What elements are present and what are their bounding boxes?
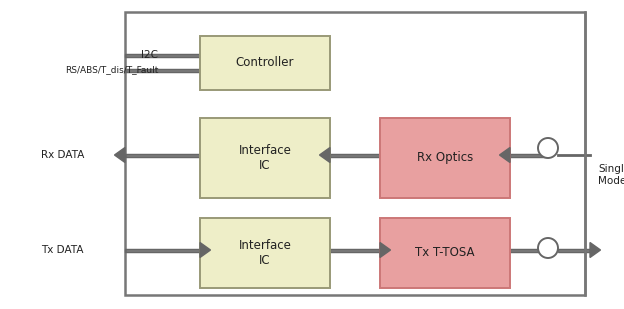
- Polygon shape: [510, 248, 548, 252]
- Text: Tx DATA: Tx DATA: [42, 245, 84, 255]
- Circle shape: [538, 238, 558, 258]
- Text: RS/ABS/T_dis/T_Fault: RS/ABS/T_dis/T_Fault: [65, 66, 158, 74]
- Polygon shape: [590, 243, 600, 257]
- Polygon shape: [380, 243, 391, 257]
- Polygon shape: [558, 248, 590, 252]
- Bar: [200, 218, 330, 288]
- Bar: [380, 218, 510, 288]
- Text: Controller: Controller: [236, 57, 295, 70]
- Circle shape: [538, 138, 558, 158]
- Polygon shape: [125, 154, 200, 156]
- Bar: [125, 12, 585, 295]
- Polygon shape: [499, 147, 510, 163]
- Text: Tx T-TOSA: Tx T-TOSA: [415, 247, 475, 260]
- Text: I2C: I2C: [141, 50, 158, 60]
- Bar: [200, 118, 330, 198]
- Polygon shape: [114, 147, 125, 163]
- Polygon shape: [548, 243, 558, 257]
- Polygon shape: [125, 69, 200, 71]
- Text: Interface
IC: Interface IC: [238, 239, 291, 267]
- Polygon shape: [330, 248, 380, 252]
- Polygon shape: [510, 154, 548, 156]
- Polygon shape: [330, 154, 380, 156]
- Bar: [380, 118, 510, 198]
- Polygon shape: [125, 248, 200, 252]
- Text: Single
Mode Fiber: Single Mode Fiber: [598, 164, 624, 186]
- Text: Interface
IC: Interface IC: [238, 144, 291, 172]
- Polygon shape: [125, 53, 200, 57]
- Polygon shape: [200, 243, 210, 257]
- Text: Rx DATA: Rx DATA: [41, 150, 84, 160]
- Text: Rx Optics: Rx Optics: [417, 151, 473, 164]
- Polygon shape: [319, 147, 330, 163]
- Bar: [200, 36, 330, 90]
